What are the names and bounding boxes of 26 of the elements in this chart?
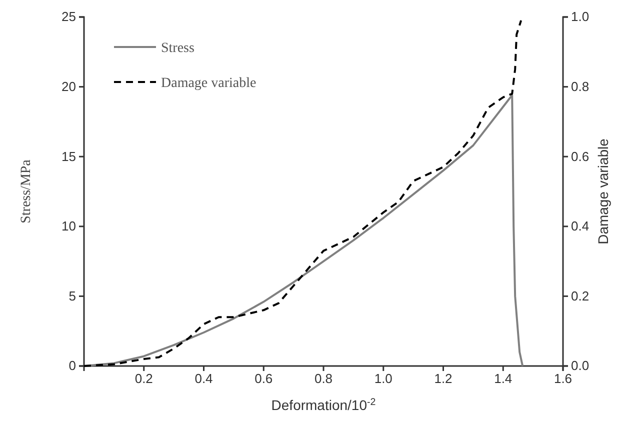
y-tick-label: 0 [68,358,76,374]
x-tick-label: 1.2 [434,371,452,386]
y-axis-title: Stress/MPa [19,158,34,224]
x-tick-label: 0.6 [254,371,273,386]
y2-tick-label: 0.2 [571,288,590,304]
y-tick-label: 25 [62,9,76,24]
x-tick-label: 0.8 [314,371,333,386]
y2-tick-label: 0.4 [571,218,590,234]
x-tick-label: 0.4 [194,371,213,386]
x-tick-label: 1.4 [494,371,512,386]
y-tick-label: 15 [62,148,76,164]
x-tick-label: 1.0 [374,371,392,386]
line-series [83,19,522,367]
y2-tick-label: 0.6 [571,148,590,164]
x-axis-title: Deformation/10$^{-2}$ [271,396,376,413]
y-tick-label: 5 [68,288,76,304]
y-tick-label: 20 [62,78,76,94]
y-tick-label: 10 [62,218,76,234]
y2-tick-label: 0.0 [571,358,590,374]
x-tick-label: 0.2 [134,371,153,386]
x-tick-label: 1.6 [554,371,572,386]
y2-tick-label: 0.8 [571,78,590,94]
y2-tick-label: 1.0 [571,9,590,24]
legend-label: Stress [161,41,194,56]
legend-label: Damage variable [161,76,256,91]
y2-axis-title: Damage variable [595,138,611,244]
